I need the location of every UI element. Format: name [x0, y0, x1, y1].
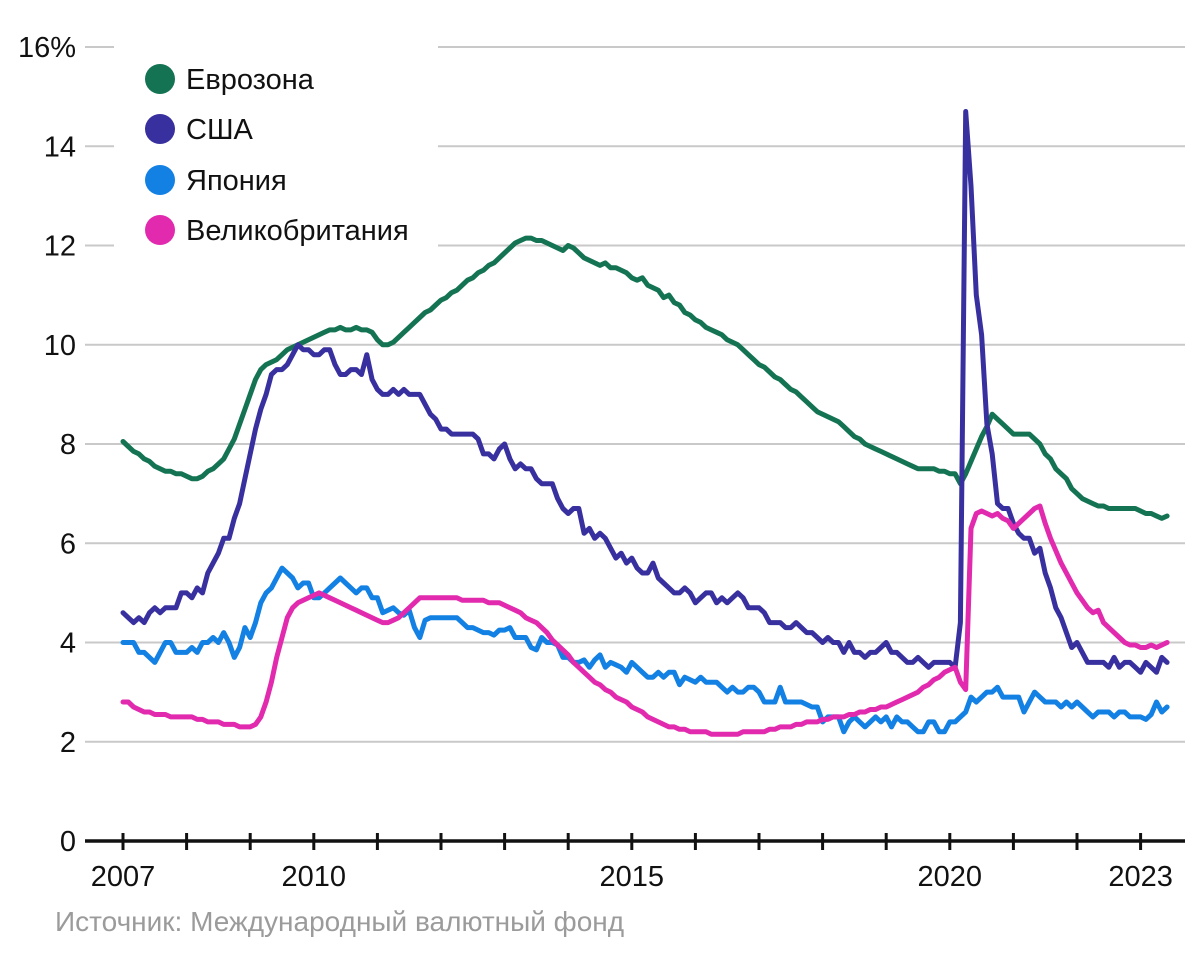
series-line-usa: [120, 109, 1170, 675]
legend-label-eurozone: Еврозона: [186, 64, 315, 96]
series-line-eurozone: [120, 235, 1170, 521]
legend-label-uk: Великобритания: [186, 215, 409, 247]
x-axis: [85, 833, 1185, 850]
y-axis-label: 4: [60, 628, 76, 660]
x-axis-label: 2007: [91, 861, 156, 893]
legend-marker-eurozone: [145, 64, 175, 94]
legend-label-japan: Япония: [186, 165, 287, 197]
y-axis-label: 0: [60, 826, 76, 858]
series-line-uk: [120, 503, 1170, 737]
x-axis-label: 2023: [1108, 861, 1173, 893]
x-axis-label: 2010: [282, 861, 347, 893]
legend-marker-uk: [145, 215, 175, 245]
y-axis-label: 2: [60, 727, 76, 759]
x-axis-label: 2020: [918, 861, 983, 893]
y-axis-label: 10: [44, 330, 76, 362]
x-axis-labels: 2007 2010 2015 2020 2023: [91, 861, 1173, 893]
y-axis-label: 8: [60, 429, 76, 461]
y-axis-label: 14: [44, 131, 76, 163]
legend: Еврозона США Япония Великобритания: [114, 36, 438, 254]
source-note: Источник: Международный валютный фонд: [55, 906, 625, 937]
x-axis-label: 2015: [600, 861, 665, 893]
legend-label-usa: США: [186, 114, 254, 146]
legend-marker-usa: [145, 114, 175, 144]
series-lines: [120, 109, 1170, 737]
y-axis-label: 6: [60, 528, 76, 560]
y-axis-labels: 16% 14 12 10 8 6 4 2 0: [18, 32, 76, 858]
y-axis-label: 12: [44, 231, 76, 263]
y-axis-label: 16%: [18, 32, 76, 64]
legend-marker-japan: [145, 165, 175, 195]
series-line-japan: [120, 565, 1170, 735]
